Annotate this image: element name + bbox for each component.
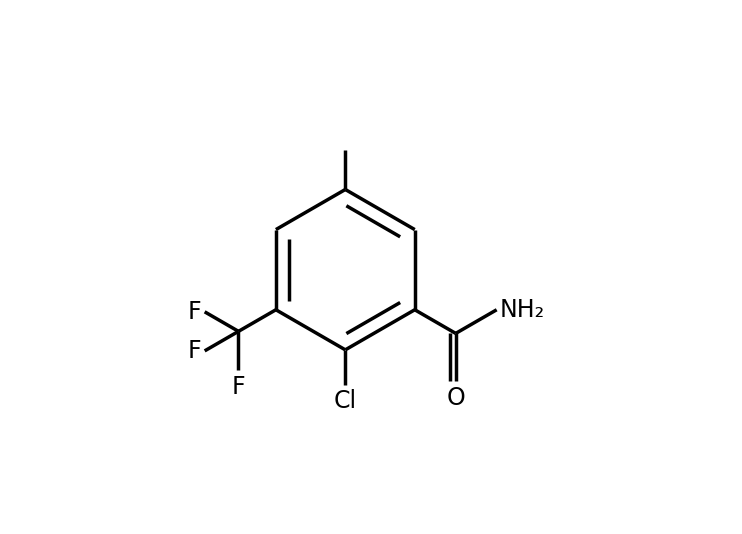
Text: F: F	[188, 339, 201, 363]
Text: F: F	[232, 374, 246, 398]
Text: NH₂: NH₂	[500, 298, 545, 322]
Text: O: O	[447, 386, 465, 410]
Text: Cl: Cl	[334, 389, 357, 413]
Text: F: F	[188, 300, 201, 324]
